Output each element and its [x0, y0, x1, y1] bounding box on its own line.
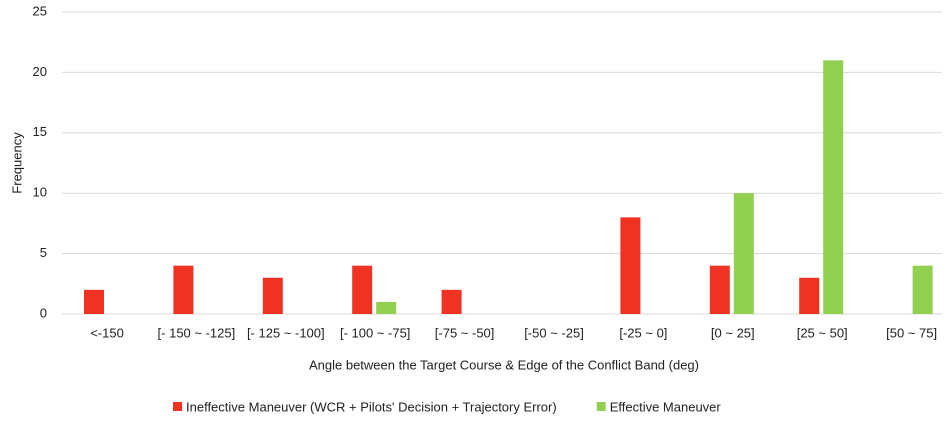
y-axis-label: Frequency: [9, 132, 24, 194]
bar: [84, 289, 104, 314]
y-tick-label: 10: [33, 185, 47, 200]
x-tick-label: [- 100 ~ -75]: [340, 325, 410, 340]
x-tick-label: [-25 ~ 0]: [619, 325, 667, 340]
legend-swatch: [596, 402, 606, 411]
x-tick-label: [- 150 ~ -125]: [158, 325, 236, 340]
bar: [173, 265, 194, 314]
y-tick-label: 20: [33, 64, 47, 79]
y-tick-label: 15: [33, 124, 47, 139]
bar: [733, 193, 754, 314]
bar: [709, 265, 730, 314]
bar: [912, 265, 933, 314]
bar: [799, 277, 820, 314]
x-axis-label: Angle between the Target Course & Edge o…: [309, 357, 699, 372]
x-tick-label: [25 ~ 50]: [797, 325, 848, 340]
x-tick-label: [-75 ~ -50]: [435, 325, 495, 340]
y-tick-label: 0: [40, 305, 47, 320]
bar: [441, 289, 462, 314]
bar: [620, 217, 641, 314]
bar: [823, 60, 844, 314]
bar: [352, 265, 373, 314]
x-tick-label: [-50 ~ -25]: [524, 325, 584, 340]
x-tick-label: [- 125 ~ -100]: [247, 325, 325, 340]
legend-swatch: [173, 402, 182, 411]
bar: [262, 277, 283, 314]
y-tick-label: 25: [33, 3, 47, 18]
y-tick-label: 5: [40, 245, 47, 260]
legend-label: Effective Maneuver: [610, 399, 722, 414]
x-tick-label: <-150: [90, 325, 124, 340]
legend-label: Ineffective Maneuver (WCR + Pilots' Deci…: [186, 399, 557, 414]
x-tick-label: [0 ~ 25]: [711, 325, 755, 340]
bar: [376, 301, 397, 314]
x-tick-label: [50 ~ 75]: [886, 325, 937, 340]
